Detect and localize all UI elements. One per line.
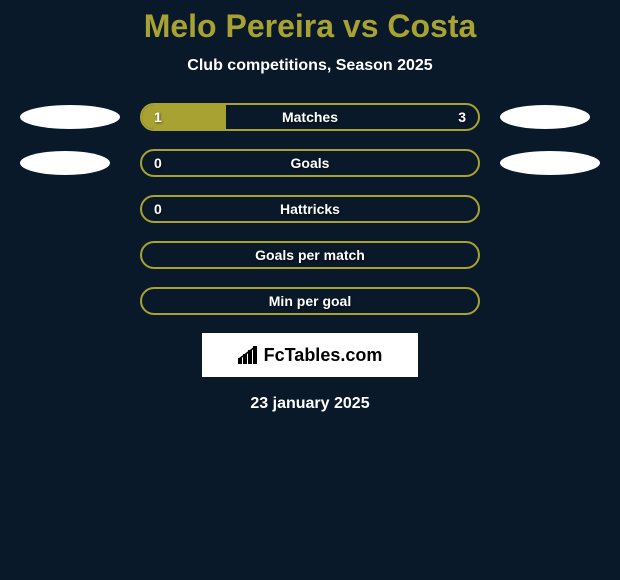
bar-label: Matches	[282, 109, 338, 125]
page-subtitle: Club competitions, Season 2025	[0, 57, 620, 75]
stat-bar: 1 Matches 3	[140, 103, 480, 131]
player-avatar-right-icon	[500, 103, 590, 131]
stat-bar: 0 Goals	[140, 149, 480, 177]
logo-box: FcTables.com	[202, 333, 418, 377]
bars-icon	[238, 346, 260, 364]
stat-bar: Min per goal	[140, 287, 480, 315]
stat-row: 1 Matches 3	[0, 103, 620, 131]
bar-label: Goals per match	[255, 247, 365, 263]
avatar-right-slot	[500, 149, 600, 177]
bar-label: Goals	[291, 155, 330, 171]
bar-left-value: 1	[154, 109, 162, 125]
logo-text: FcTables.com	[238, 345, 383, 366]
player-avatar-left-icon	[20, 103, 120, 131]
bar-right-value: 3	[458, 109, 466, 125]
stat-bar: 0 Hattricks	[140, 195, 480, 223]
bar-label: Min per goal	[269, 293, 351, 309]
stats-container: 1 Matches 3 0 Goals 0 Hattricks Goals per match…	[0, 103, 620, 315]
stat-row: 0 Hattricks	[0, 195, 620, 223]
bar-left-value: 0	[154, 201, 162, 217]
player-avatar-left-icon	[20, 149, 110, 177]
avatar-right-slot	[500, 241, 600, 269]
logo-label: FcTables.com	[264, 345, 383, 366]
stat-row: Min per goal	[0, 287, 620, 315]
bar-left-value: 0	[154, 155, 162, 171]
avatar-left-slot	[20, 103, 120, 131]
avatar-left-slot	[20, 195, 120, 223]
comparison-infographic: Melo Pereira vs Costa Club competitions,…	[0, 0, 620, 413]
avatar-left-slot	[20, 287, 120, 315]
avatar-left-slot	[20, 149, 120, 177]
avatar-right-slot	[500, 103, 600, 131]
stat-row: Goals per match	[0, 241, 620, 269]
bar-label: Hattricks	[280, 201, 340, 217]
date-text: 23 january 2025	[0, 395, 620, 413]
player-avatar-right-icon	[500, 149, 600, 177]
avatar-right-slot	[500, 195, 600, 223]
stat-row: 0 Goals	[0, 149, 620, 177]
page-title: Melo Pereira vs Costa	[0, 8, 620, 45]
stat-bar: Goals per match	[140, 241, 480, 269]
avatar-left-slot	[20, 241, 120, 269]
avatar-right-slot	[500, 287, 600, 315]
